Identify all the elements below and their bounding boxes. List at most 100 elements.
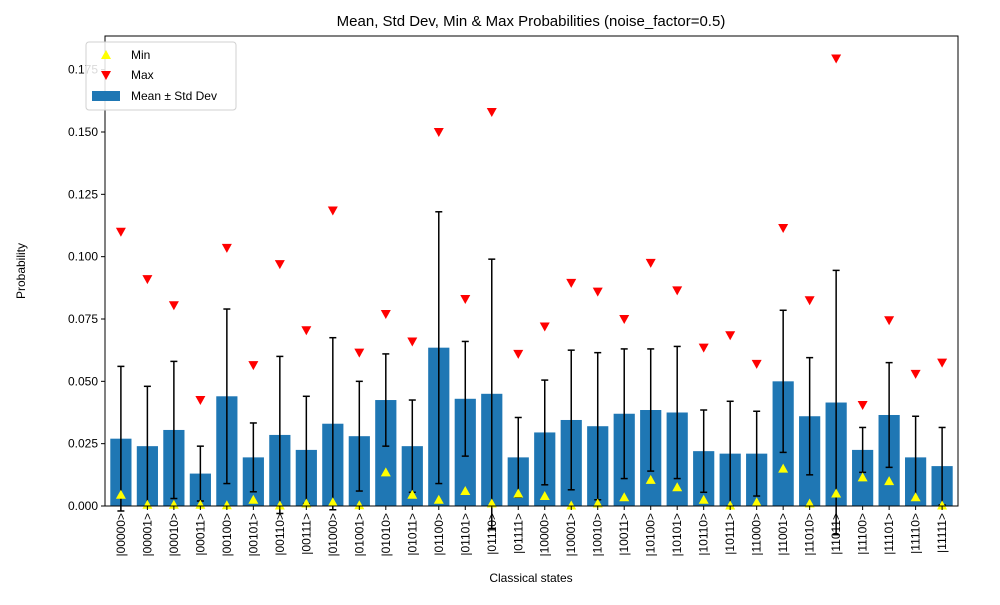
min-marker [221,500,232,510]
legend-mean-swatch [92,91,120,101]
min-marker [327,497,338,507]
min-marker [566,500,577,510]
max-marker [407,337,418,347]
x-tick-label: |10001> [564,513,578,557]
y-tick-label: 0.050 [68,374,98,388]
x-tick-label: |00001> [140,513,154,557]
min-marker [619,492,630,502]
max-marker [884,316,895,326]
axes: 0.0000.0250.0500.0750.1000.1250.1500.175… [68,63,949,557]
legend-min-label: Min [131,48,150,62]
max-marker [380,310,391,320]
x-tick-label: |01001> [352,513,366,557]
x-tick-label: |11110> [909,513,923,554]
chart-title: Mean, Std Dev, Min & Max Probabilities (… [337,13,726,30]
max-marker [195,396,206,406]
min-marker [937,500,948,510]
max-marker [804,296,815,306]
min-marker [804,498,815,508]
y-tick-label: 0.025 [68,437,98,451]
x-tick-label: |10111> [723,513,737,555]
min-marker [910,492,921,502]
max-marker [910,369,921,379]
y-tick-label: 0.075 [68,312,98,326]
min-marker [698,494,709,504]
max-marker [566,278,577,288]
min-marker [486,498,497,508]
x-tick-label: |11011> [829,513,843,555]
min-marker [115,489,126,499]
max-marker [831,54,842,64]
x-tick-label: |01101> [458,513,472,556]
min-marker [513,488,524,498]
min-marker [301,498,312,508]
min-marker [354,500,365,510]
max-marker [539,322,550,332]
x-tick-label: |00110> [273,513,287,556]
max-marker [857,401,868,411]
x-tick-label: |11010> [803,513,817,556]
y-tick-label: 0.125 [68,187,98,201]
max-marker [460,295,471,305]
y-tick-label: 0.100 [68,250,98,264]
x-tick-label: |10110> [697,513,711,556]
x-tick-label: |00100> [220,513,234,557]
legend-max-label: Max [131,68,154,82]
min-marker [725,500,736,510]
x-tick-label: |10011> [617,513,631,556]
max-marker [354,348,365,358]
y-tick-label: 0.150 [68,125,98,139]
legend-min-marker [101,50,111,59]
min-marker [831,488,842,498]
max-marker [327,206,338,216]
min-marker [168,499,179,509]
max-marker [115,227,126,237]
min-marker [274,500,285,510]
max-marker [619,314,630,324]
bar [375,400,397,506]
x-tick-label: |00011> [193,513,207,556]
min-marker [672,482,683,492]
x-tick-label: |01111> [511,513,525,554]
x-tick-label: |01000> [326,513,340,557]
x-tick-label: |00111> [299,513,313,555]
legend-box [85,41,237,111]
x-tick-label: |01011> [405,513,419,556]
max-marker [301,326,312,336]
min-marker [751,497,762,507]
max-marker [672,286,683,296]
x-tick-label: |00101> [246,513,260,557]
min-marker [778,463,789,473]
x-tick-label: |01110> [485,513,499,555]
x-tick-label: |10101> [670,513,684,557]
x-tick-label: |01100> [432,513,446,556]
x-tick-label: |11101> [882,513,896,555]
y-tick-label: 0.000 [68,499,98,513]
max-marker [486,108,497,118]
min-marker [645,474,656,484]
x-tick-label: |11111> [935,513,949,553]
x-tick-label: |11001> [776,513,790,556]
min-marker [884,476,895,486]
min-marker [460,486,471,496]
min-marker [248,494,259,504]
x-tick-label: |10100> [644,513,658,557]
max-marker [248,361,259,371]
min-marker [592,498,603,508]
min-marker [857,472,868,482]
y-axis-label: Probability [14,243,28,299]
max-marker [433,127,444,137]
max-marker [698,343,709,353]
min-marker [380,467,391,477]
plot-frame [104,35,959,507]
x-axis-label: Classical states [489,571,572,585]
max-marker [221,243,232,253]
legend-max-marker [101,71,111,80]
max-marker [645,258,656,268]
min-marker [407,489,418,499]
max-marker [513,349,524,359]
max-marker [725,331,736,341]
max-marker [937,358,948,368]
